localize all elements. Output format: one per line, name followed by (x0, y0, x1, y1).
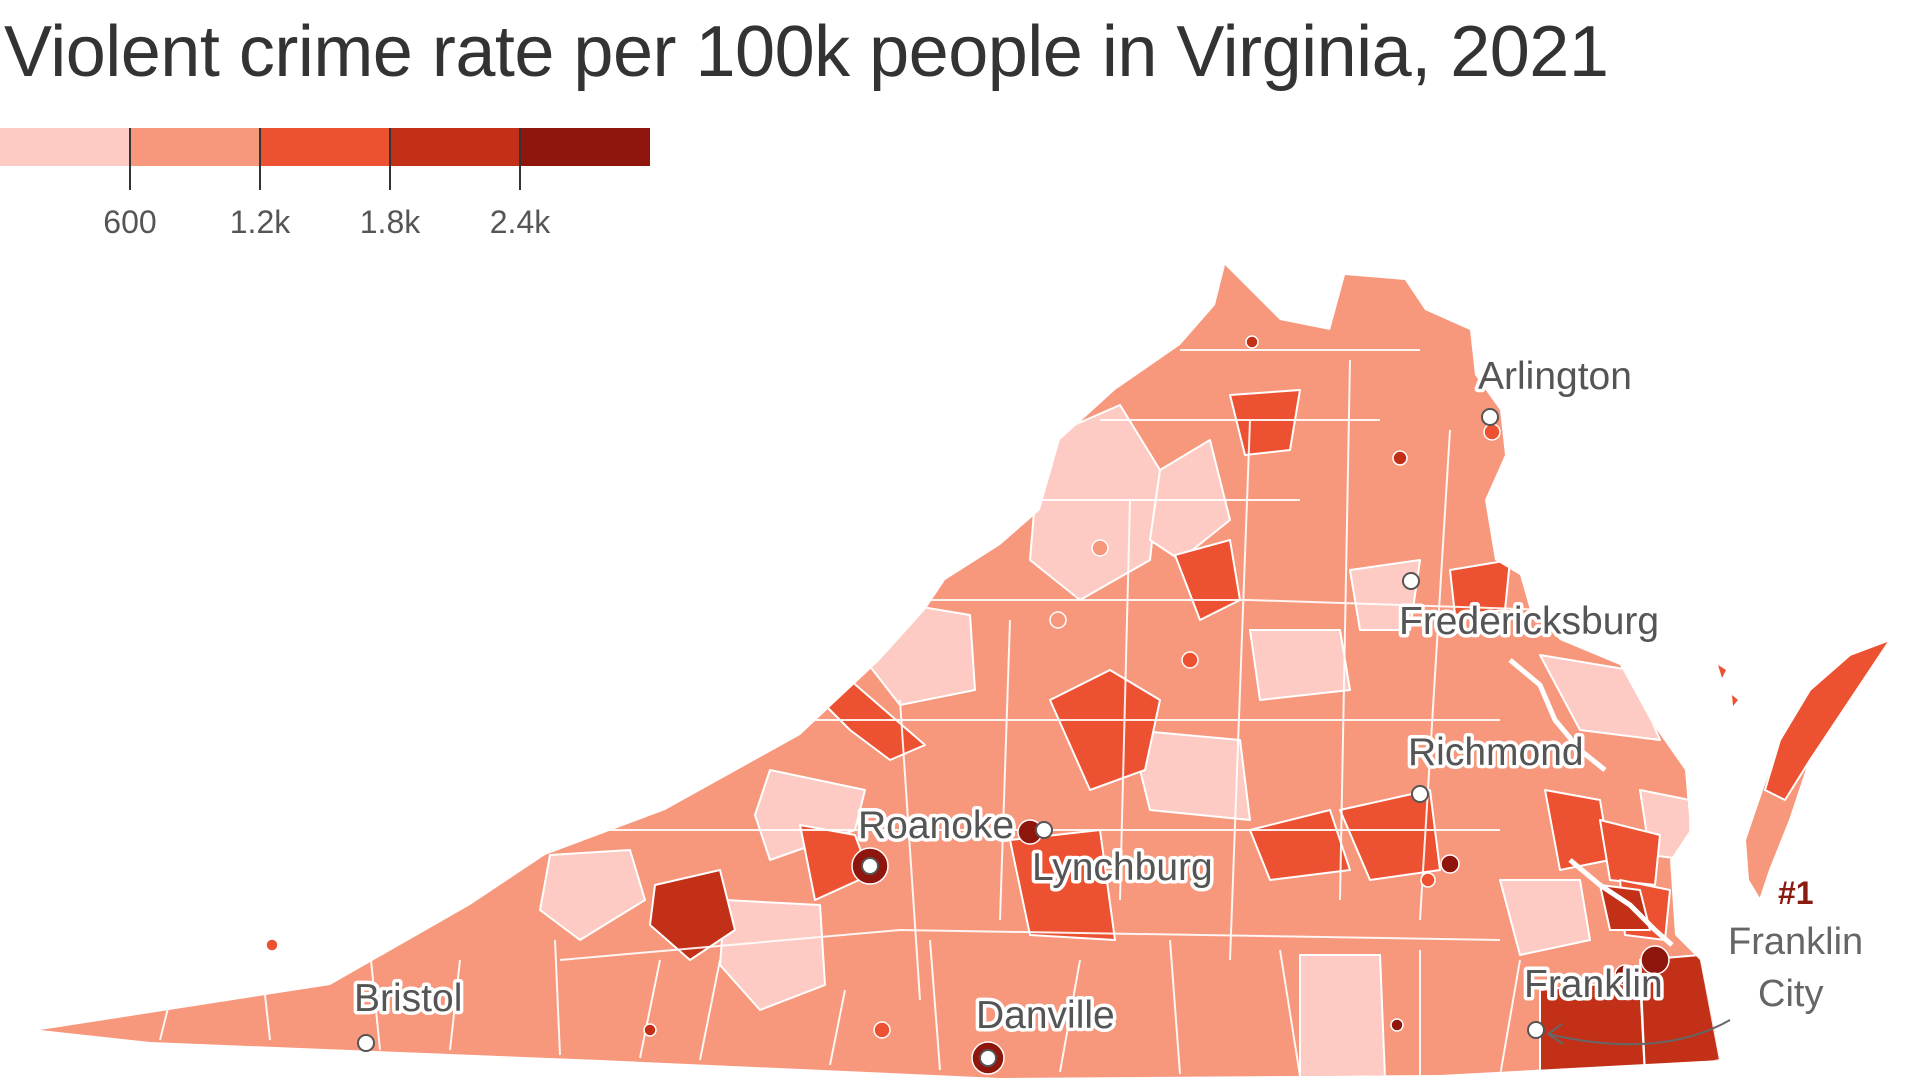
label-fredericksburg: Fredericksburg (1399, 600, 1659, 643)
city-blob-harrisonburg (1091, 539, 1109, 557)
callout-line1: Franklin (1728, 921, 1863, 963)
label-franklin: Franklin (1524, 963, 1663, 1006)
label-bristol: Bristol (354, 977, 462, 1020)
county-bin-2-l (219, 864, 341, 966)
label-arlington: Arlington (1478, 355, 1632, 398)
county-bin-2-k (1599, 819, 1661, 886)
callout-arrowhead (1546, 1023, 1564, 1045)
independent-cities (265, 335, 1670, 1075)
legend-bin-600-1200 (130, 128, 260, 166)
city-blob-winchester (1245, 335, 1259, 349)
county-bin-3-c (1639, 954, 1720, 1076)
county-bin-0-h (1249, 629, 1351, 701)
legend-tick-1200 (259, 128, 261, 190)
river (1508, 658, 1674, 947)
city-blob-charlottesville (1181, 651, 1199, 669)
legend-tick-2400 (519, 128, 521, 190)
legend-label-1800: 1.8k (359, 204, 421, 240)
county-bin-0-i (1349, 559, 1421, 631)
marker-bristol (357, 1034, 375, 1052)
marker-danville (979, 1049, 997, 1067)
county-bin-0-g (1129, 729, 1251, 821)
label-richmond: Richmond (1408, 731, 1584, 774)
label-danville: Danville (976, 994, 1115, 1037)
county-bin-0-a (1029, 404, 1161, 601)
county-bin-2-f (1249, 809, 1351, 881)
city-blob-hopewell (1420, 872, 1436, 888)
city-blob-portsmouth (1614, 964, 1636, 986)
city-blob-emporia (1390, 1018, 1404, 1032)
county-bin-3-b (1539, 979, 1646, 1078)
county-bin-2-g (1339, 789, 1441, 881)
county-bin-2-a (1229, 389, 1301, 456)
label-roanoke: Roanoke (858, 804, 1014, 847)
chart-title: Violent crime rate per 100k people in Vi… (4, 12, 1609, 92)
city-blob-galax (643, 1023, 657, 1037)
callout-arrow (1547, 1019, 1731, 1046)
callout-rank: #1 (1778, 875, 1814, 911)
city-markers (357, 408, 1545, 1067)
callout-line2: City (1758, 973, 1823, 1015)
color-legend: 600 1.2k 1.8k 2.4k (0, 128, 650, 240)
city-blob-petersburg (1440, 854, 1460, 874)
city-blob-norton (265, 938, 279, 952)
tangier-island (1718, 665, 1726, 678)
legend-bin-0-600 (0, 128, 130, 166)
county-bin-2-h (1009, 829, 1116, 941)
marker-roanoke (861, 857, 879, 875)
legend-tick-600 (129, 128, 131, 190)
marker-fredericksburg (1402, 572, 1420, 590)
smith-island (1732, 695, 1738, 706)
city-blob-martinsville (873, 1021, 891, 1039)
label-lynchburg: Lynchburg (1032, 846, 1213, 889)
legend-label-1200: 1.2k (229, 204, 291, 240)
city-blob-norfolk (1640, 945, 1670, 975)
city-blob-manassas (1392, 450, 1408, 466)
legend-label-2400: 2.4k (489, 204, 551, 240)
county-bin-2-d (1049, 669, 1161, 791)
marker-richmond (1411, 785, 1429, 803)
county-bin-0-f (719, 899, 826, 1011)
marker-arlington (1481, 408, 1499, 426)
county-bin-2-m (349, 779, 471, 916)
legend-bin-1200-1800 (260, 128, 390, 166)
eastern-shore (1743, 637, 1893, 903)
marker-lynchburg (1035, 821, 1053, 839)
legend-bin-2400-3000 (520, 128, 650, 166)
city-blob-staunton (1049, 611, 1067, 629)
legend-tick-1800 (389, 128, 391, 190)
county-bin-3-a (649, 869, 736, 961)
county-bin-0-k (1499, 879, 1591, 956)
marker-franklin (1527, 1021, 1545, 1039)
county-bin-0-j (1299, 954, 1386, 1078)
legend-label-600: 600 (103, 204, 157, 240)
eastern-shore-north (1763, 637, 1893, 802)
county-bin-2-c (1449, 559, 1511, 616)
county-bin-0-e (539, 849, 646, 941)
city-blob-alexandria (1483, 423, 1501, 441)
legend-bin-1800-2400 (390, 128, 520, 166)
